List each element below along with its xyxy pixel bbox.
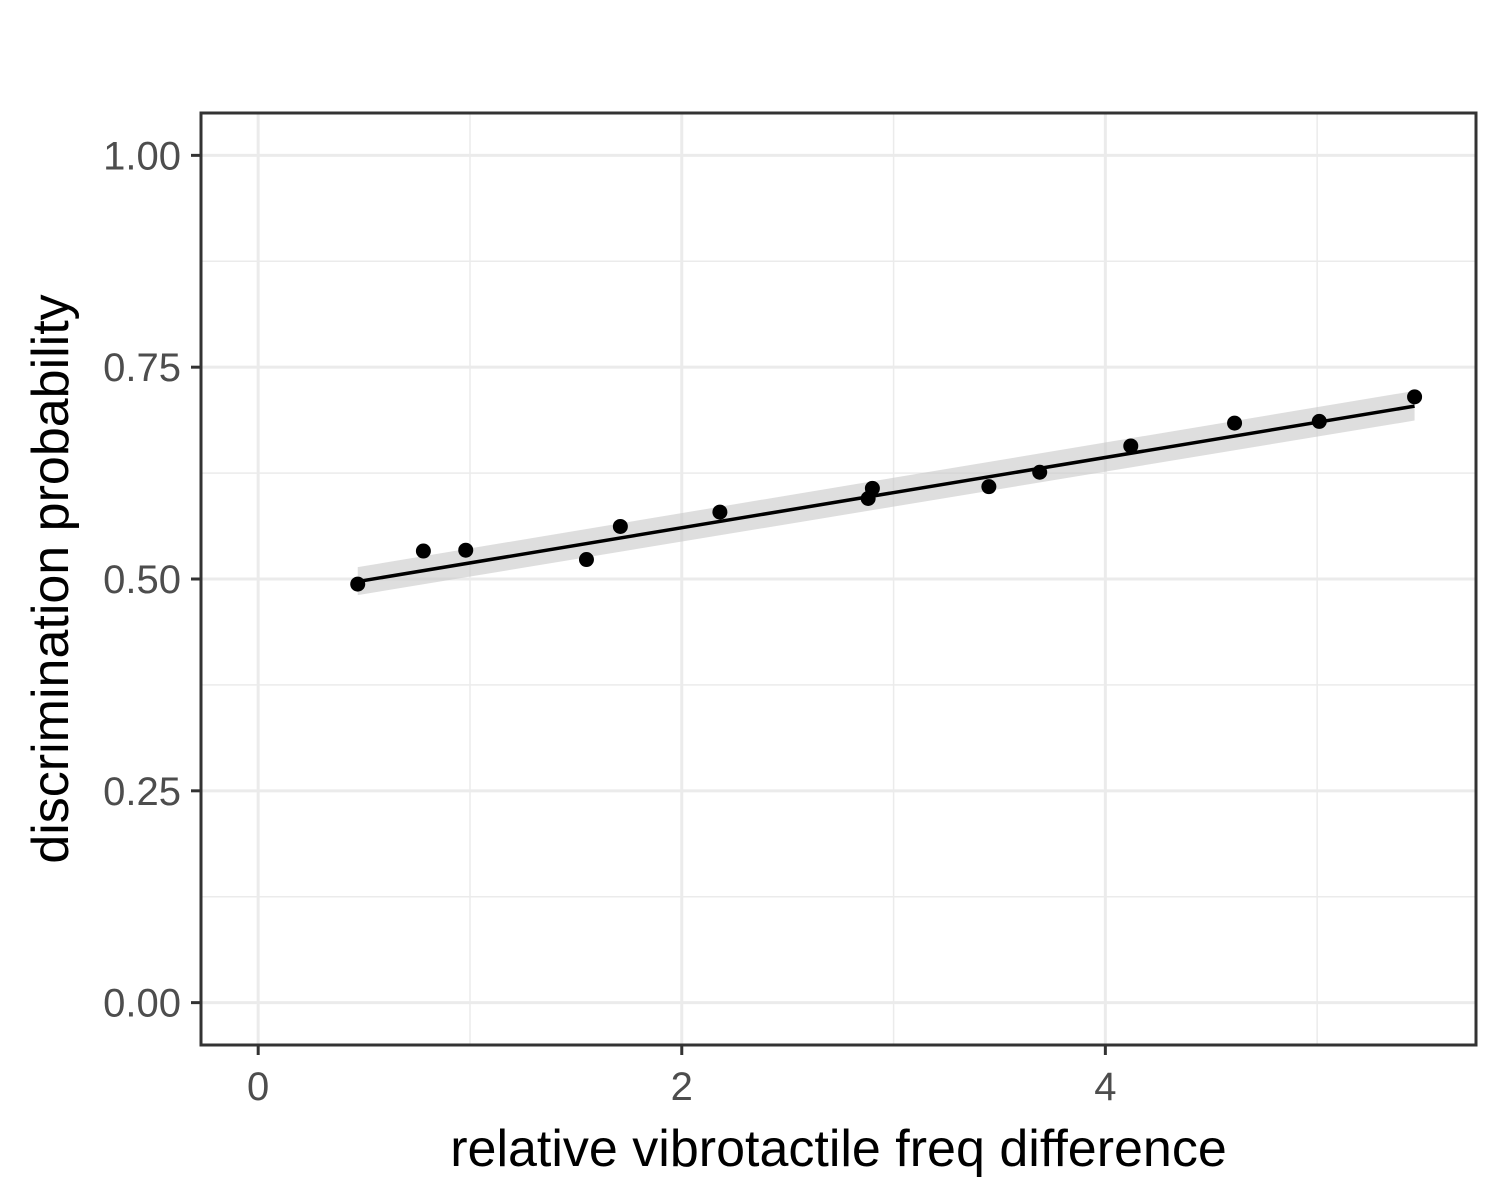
- data-point: [578, 552, 594, 568]
- y-axis-title: discrimination probability: [22, 294, 80, 863]
- grid-lines: [201, 113, 1476, 1045]
- data-point: [1123, 438, 1139, 454]
- y-tick-label: 0.25: [103, 770, 181, 814]
- data-point: [1311, 413, 1327, 429]
- data-points: [350, 389, 1423, 592]
- data-point: [1407, 389, 1423, 405]
- data-point: [1227, 415, 1243, 431]
- data-point: [864, 480, 880, 496]
- data-point: [981, 479, 997, 495]
- y-tick-label: 0.00: [103, 982, 181, 1026]
- fit-line-layer: [357, 404, 1415, 584]
- regression-line: [357, 404, 1415, 584]
- x-tick-label: 2: [671, 1065, 693, 1109]
- x-tick-label: 4: [1094, 1065, 1116, 1109]
- x-tick-label: 0: [247, 1065, 269, 1109]
- data-point: [350, 576, 366, 592]
- data-point: [458, 542, 474, 558]
- y-tick-label: 0.50: [103, 558, 181, 602]
- data-point: [1032, 464, 1048, 480]
- y-tick-label: 1.00: [103, 134, 181, 178]
- axis-ticks: 0 2 4 0.00 0.25 0.50 0.75 1.00: [103, 134, 1116, 1109]
- y-tick-label: 0.75: [103, 346, 181, 390]
- data-point: [712, 504, 728, 520]
- data-point: [612, 518, 628, 534]
- x-axis-title: relative vibrotactile freq difference: [450, 1120, 1227, 1178]
- data-point: [415, 543, 431, 559]
